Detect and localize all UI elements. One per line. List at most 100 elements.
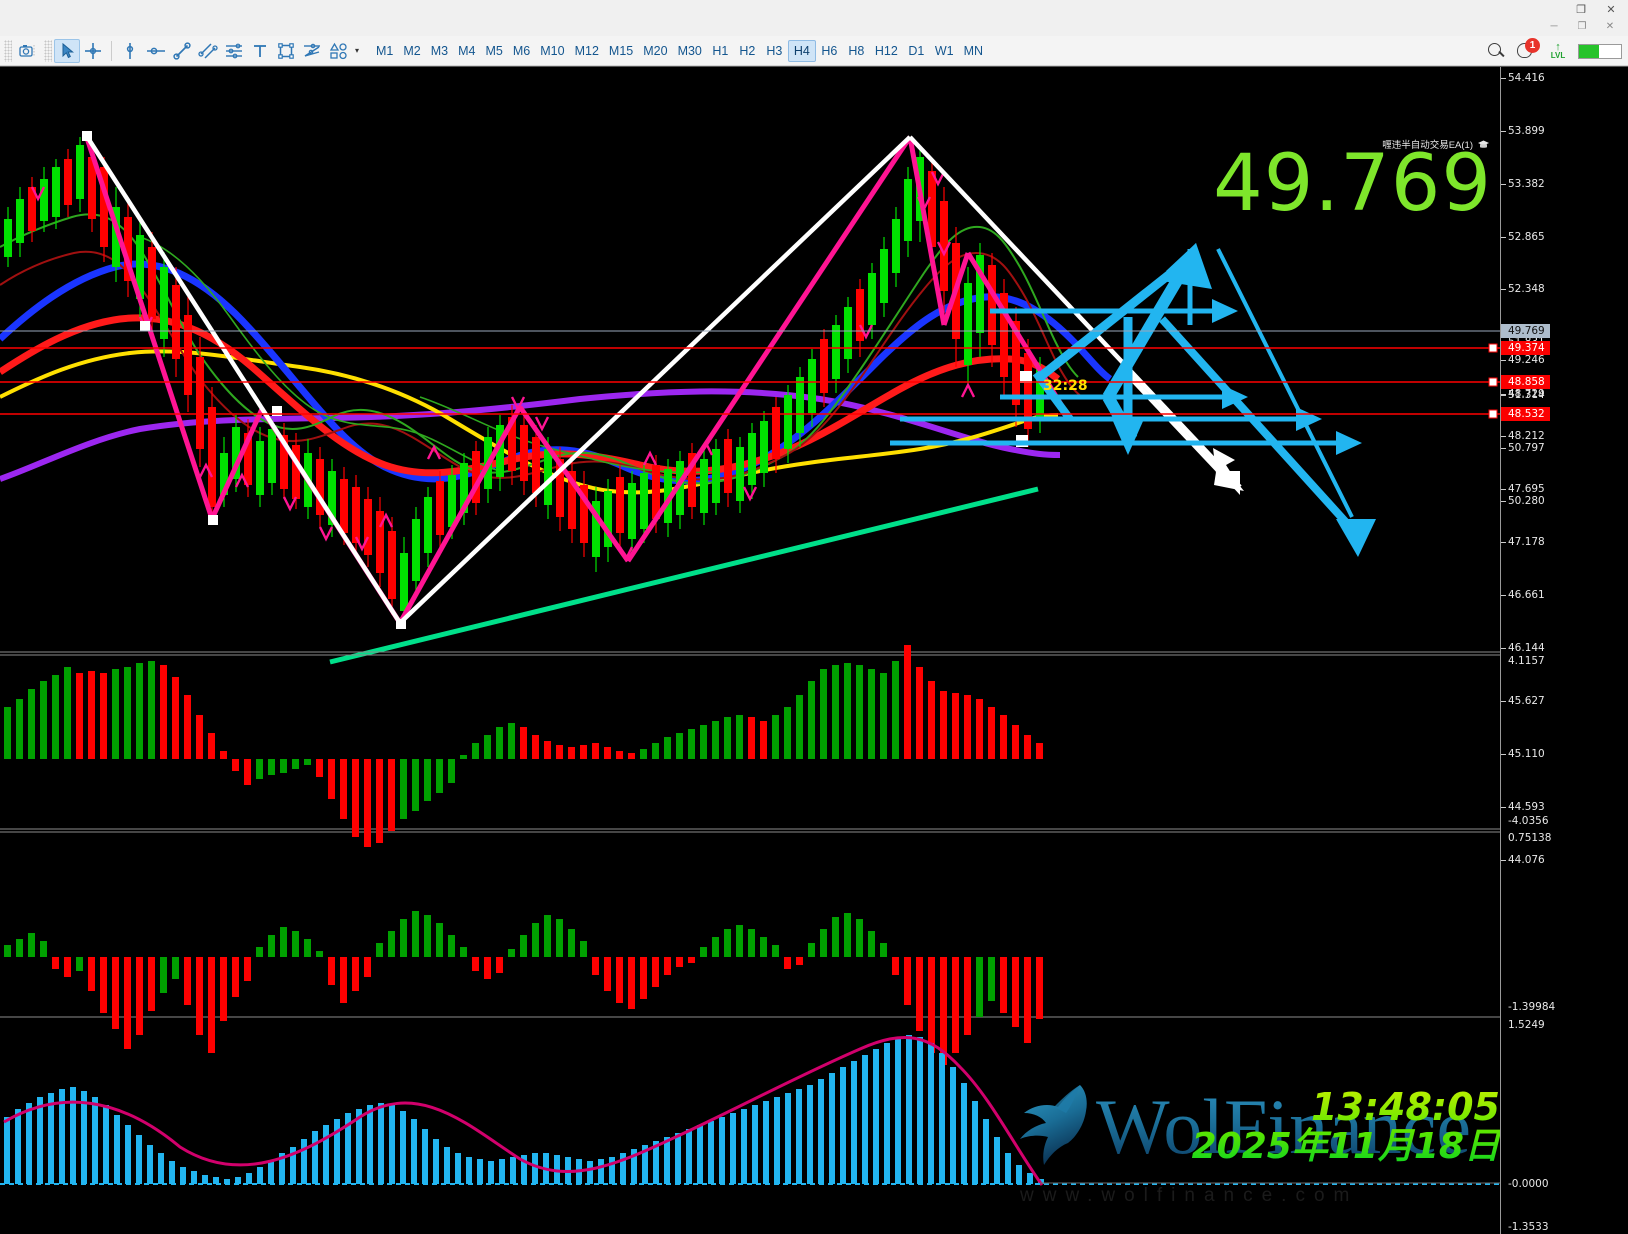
axis-tick: 48.729 [1501,388,1545,400]
current-price-display: 49.769 [1213,139,1492,229]
shapes-icon[interactable] [325,39,351,63]
price-axis[interactable]: 54.416 53.899 53.382 52.865 52.348 51.83… [1500,67,1628,1234]
axis-tick: 54.416 [1501,72,1545,84]
vol-axis-top: 1.5249 [1508,1019,1545,1031]
cursor-icon[interactable] [54,38,80,63]
axis-tick: 48.212 [1501,430,1545,442]
clock-time: 13:48:05 [1310,1085,1500,1130]
axis-tick: 50.797 [1501,442,1545,454]
axis-tick: 52.865 [1501,231,1545,243]
bar-countdown-label: 32:28 [1043,378,1088,394]
axis-tick: 53.899 [1501,125,1545,137]
text-label-icon[interactable] [247,39,273,63]
axis-tick: 52.348 [1501,283,1545,295]
timeframe-m20[interactable]: M20 [643,43,668,58]
ao-axis-top: 0.75138 [1508,832,1552,844]
timeframe-w1[interactable]: W1 [934,43,954,58]
axis-tick: 46.661 [1501,589,1545,601]
minimize-icon[interactable]: ─ [1550,20,1558,32]
price-level-tag-2[interactable]: 48.858 [1501,375,1550,389]
chart-container[interactable]: 喱违半自动交易EA(1) 49.769 32:28 W [0,66,1628,1234]
timeframe-mn[interactable]: MN [963,43,984,58]
close-icon[interactable]: ✕ [1605,20,1615,32]
timeframe-h8[interactable]: H8 [848,43,865,58]
fibonacci-retracement-icon[interactable] [221,39,247,63]
axis-tick: 47.695 [1501,483,1545,495]
timeframe-m12[interactable]: M12 [574,43,599,58]
current-price-tag: 49.769 [1501,324,1550,338]
volume-oscillator [0,1035,1500,1186]
price-level-tag-1[interactable]: 49.374 [1501,341,1550,355]
axis-tick: 51.314 [1501,389,1545,401]
notification-button[interactable]: 1 [1516,38,1540,61]
toolbar-grip[interactable] [4,39,12,62]
timeframe-h2[interactable]: H2 [739,43,756,58]
macd-axis-bottom: -4.0356 [1508,815,1549,827]
window-controls-outer: ❐ ✕ [1566,0,1626,18]
timeframe-m2[interactable]: M2 [403,43,421,58]
fibonacci-fan-icon[interactable] [299,39,325,63]
level-indicator-icon[interactable]: ↑ LVL [1548,40,1568,60]
axis-tick: 50.280 [1501,495,1545,507]
close-icon[interactable]: ✕ [1606,3,1616,16]
timeframe-h4[interactable]: H4 [787,39,816,62]
axis-tick: 46.144 [1501,642,1545,654]
toolbar-divider [111,40,112,61]
timeframe-m1[interactable]: M1 [376,43,394,58]
rectangle-icon[interactable] [273,39,299,63]
horizontal-line-icon[interactable] [143,39,169,63]
price-plot-area[interactable] [0,67,1500,1234]
axis-tick: 45.627 [1501,695,1545,707]
toolbar-right-group: 1 ↑ LVL [1486,36,1622,66]
awesome-oscillator [4,911,1043,1065]
timeframe-h1[interactable]: H1 [712,43,729,58]
timeframe-h12[interactable]: H12 [874,43,898,58]
timeframe-h3[interactable]: H3 [766,43,783,58]
search-icon[interactable] [1486,41,1506,61]
axis-tick: 53.382 [1501,178,1545,190]
snapshot-icon[interactable] [14,39,40,63]
axis-tick: 49.246 [1501,354,1545,366]
timeframe-d1[interactable]: D1 [908,43,925,58]
expert-advisor-label: 喱违半自动交易EA(1) [1382,137,1490,151]
window-controls-inner: ─ ❐ ✕ [1540,18,1624,34]
notification-badge: 1 [1525,38,1540,53]
axis-tick: 47.178 [1501,536,1545,548]
timeframe-m15[interactable]: M15 [608,43,634,58]
timeframe-m4[interactable]: M4 [458,43,476,58]
timeframe-m10[interactable]: M10 [540,43,565,58]
price-level-tag-3[interactable]: 48.532 [1501,407,1550,421]
crosshair-icon[interactable] [80,39,106,63]
clock-overlay: 13:48:05 2025年11月18日 [1192,1088,1500,1166]
timeframe-m5[interactable]: M5 [485,43,503,58]
timeframe-selector: M1 M2 M3 M4 M5 M6 M10 M12 M15 M20 M30 H1… [371,39,988,62]
timeframe-m30[interactable]: M30 [677,43,702,58]
restore-icon[interactable]: ❐ [1576,3,1586,16]
vertical-line-icon[interactable] [117,39,143,63]
drawing-toolbar: ▾ M1 M2 M3 M4 M5 M6 M10 M12 M15 M20 M30 … [0,36,1628,66]
up-arrow-icon: ↑ [1555,40,1561,53]
axis-tick: 44.076 [1501,854,1545,866]
level-progress-bar [1578,43,1622,59]
vol-axis-zero: -0.0000 [1508,1178,1549,1190]
level-label: LVL [1550,50,1566,60]
timeframe-m3[interactable]: M3 [430,43,449,58]
title-bar: ❐ ✕ [0,0,1628,18]
restore-icon[interactable]: ❐ [1577,20,1587,32]
axis-tick: 44.593 [1501,801,1545,813]
clock-date: 2025年11月18日 [1191,1126,1500,1168]
timeframe-h6[interactable]: H6 [821,43,838,58]
trendline-icon[interactable] [169,39,195,63]
toolbar-grip-2[interactable] [44,39,52,62]
vol-axis-bottom: -1.3533 [1508,1221,1549,1233]
equidistant-channel-icon[interactable] [195,39,221,63]
macd-axis-top: 4.1157 [1508,655,1545,667]
ao-axis-bottom: -1.39984 [1508,1001,1556,1013]
chart-svg [0,67,1500,1234]
axis-tick: 45.110 [1501,748,1545,760]
ea-name: 喱违半自动交易EA(1) [1382,140,1473,151]
chevron-down-icon[interactable]: ▾ [354,46,359,55]
timeframe-m6[interactable]: M6 [512,43,531,58]
macd-histogram [4,645,1043,847]
